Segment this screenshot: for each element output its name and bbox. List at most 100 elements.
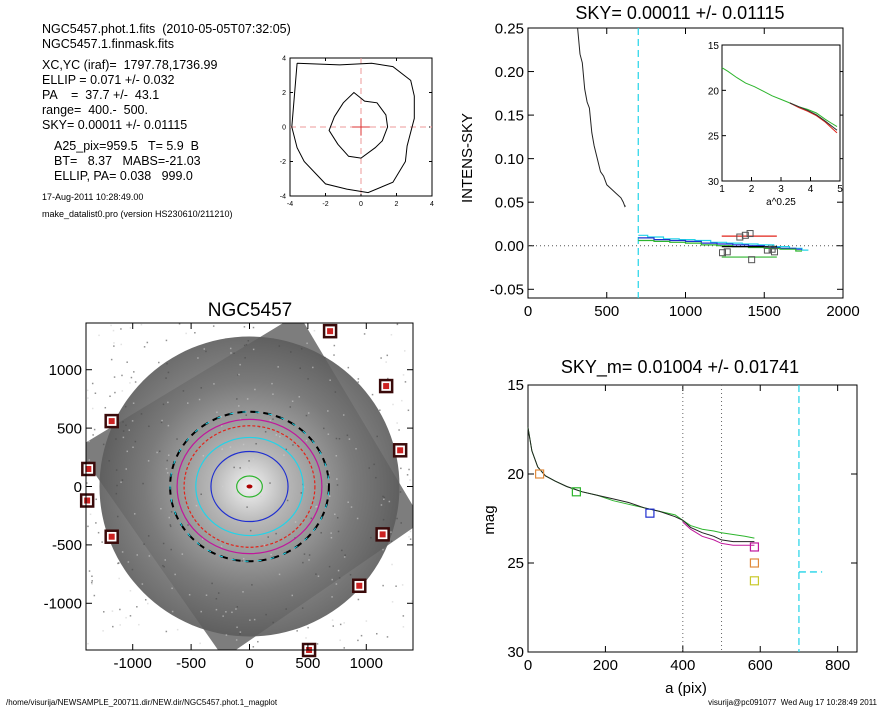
sky-step-blue [638, 237, 802, 250]
image-noise-speck [125, 424, 127, 427]
image-noise-speck [87, 397, 89, 399]
masked-star-core [379, 531, 386, 538]
image-noise-speck [239, 467, 241, 469]
image-noise-speck [300, 492, 303, 494]
image-noise-speck [376, 435, 378, 438]
image-noise-speck [390, 540, 393, 543]
image-noise-speck [235, 639, 238, 641]
image-noise-speck [166, 472, 169, 474]
sky-square-marker [746, 230, 754, 238]
image-noise-speck [138, 623, 140, 626]
image-noise-speck [132, 402, 135, 404]
image-noise-speck [257, 640, 259, 643]
image-noise-speck [169, 525, 172, 528]
image-noise-speck [399, 491, 402, 493]
image-noise-speck [101, 541, 103, 543]
mag-profile-black [527, 427, 755, 543]
inset-ytick-label: 25 [708, 132, 720, 143]
image-noise-speck [406, 474, 409, 476]
image-noise-speck [272, 621, 274, 624]
image-noise-speck [343, 622, 345, 624]
image-noise-speck [182, 390, 185, 392]
image-noise-speck [382, 495, 384, 498]
magnitude-profile-plot: SKY_m= 0.01004 +/- 0.01741 a (pix) mag 0… [481, 357, 858, 697]
image-noise-speck [194, 331, 196, 334]
image-noise-speck [317, 575, 320, 577]
inset-background [722, 45, 840, 181]
image-noise-speck [113, 342, 115, 344]
image-noise-speck [121, 551, 124, 553]
info-date: 17-Aug-2011 10:28:49.00 [42, 192, 144, 202]
image-noise-speck [91, 407, 94, 410]
image-noise-speck [254, 388, 256, 391]
image-noise-speck [334, 391, 337, 393]
image-noise-speck [270, 553, 272, 556]
image-noise-speck [162, 542, 165, 545]
image-noise-speck [103, 611, 105, 613]
image-noise-speck [336, 516, 339, 519]
image-noise-speck [229, 446, 232, 448]
intensity-xtick-label: 0 [524, 303, 532, 320]
image-noise-speck [331, 578, 333, 581]
outer-isophote [291, 62, 415, 194]
mag-square-blue [645, 508, 655, 518]
image-noise-speck [169, 524, 172, 526]
image-noise-speck [236, 398, 238, 400]
image-noise-speck [263, 544, 266, 546]
image-noise-speck [337, 569, 340, 572]
intensity-ytick-label: 0.25 [495, 20, 524, 37]
image-noise-speck [277, 366, 279, 368]
image-noise-speck [176, 628, 179, 631]
image-noise-speck [239, 633, 241, 635]
image-noise-speck [249, 619, 251, 621]
image-noise-speck [365, 620, 368, 622]
inset-xtick-label: 3 [778, 184, 784, 195]
image-noise-speck [251, 584, 253, 586]
image-noise-speck [93, 594, 96, 597]
inset-red-profile [789, 102, 838, 134]
image-noise-speck [316, 643, 319, 645]
image-noise-speck [187, 402, 189, 404]
image-noise-speck [328, 472, 330, 474]
image-noise-speck [363, 333, 366, 335]
image-noise-speck [147, 602, 149, 605]
image-noise-speck [225, 611, 227, 613]
image-noise-speck [333, 354, 335, 356]
image-noise-speck [278, 345, 281, 347]
image-noise-speck [334, 513, 336, 516]
image-noise-speck [160, 507, 162, 510]
contour-xtick-label: 4 [430, 201, 434, 208]
image-noise-speck [386, 636, 389, 638]
image-noise-speck [86, 389, 89, 392]
image-noise-speck [231, 611, 233, 614]
contour-plot: -4 -2 0 2 4 -4 -2 0 2 4 [280, 55, 434, 208]
image-noise-speck [326, 483, 329, 486]
image-noise-speck [382, 518, 385, 521]
mag-ytick-label: 30 [507, 644, 524, 661]
image-noise-speck [110, 324, 112, 327]
image-noise-speck [245, 414, 248, 416]
image-noise-speck [91, 382, 94, 385]
image-noise-speck [246, 398, 249, 400]
image-noise-speck [350, 506, 353, 508]
image-noise-speck [312, 366, 314, 369]
image-noise-speck [272, 393, 274, 395]
masked-star-core [85, 465, 92, 472]
image-noise-speck [331, 619, 334, 621]
image-noise-speck [98, 334, 100, 337]
masked-star-core [383, 383, 390, 390]
image-noise-speck [134, 440, 137, 443]
masked-star-core [84, 497, 91, 504]
image-noise-speck [134, 381, 137, 383]
image-noise-speck [278, 573, 281, 576]
image-noise-speck [233, 352, 235, 354]
image-noise-speck [396, 517, 398, 520]
image-noise-speck [129, 615, 132, 617]
image-noise-speck [185, 332, 187, 335]
image-noise-speck [333, 344, 336, 347]
image-noise-speck [248, 460, 250, 462]
image-noise-speck [112, 329, 115, 332]
image-noise-speck [133, 371, 135, 373]
image-noise-speck [90, 581, 93, 584]
